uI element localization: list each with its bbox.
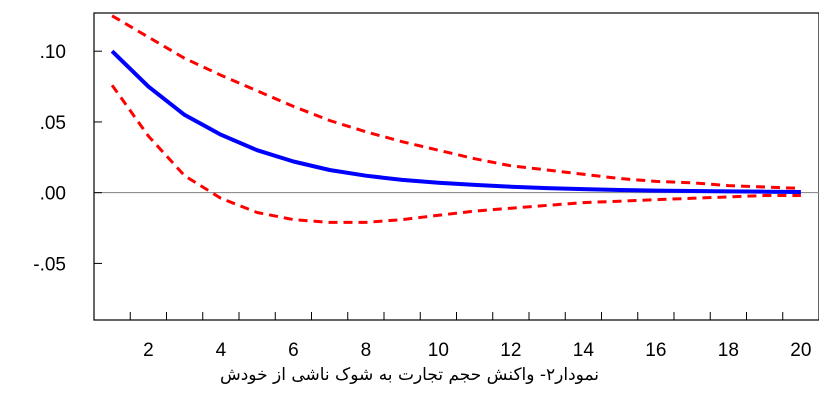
x-tick-label: 2 — [143, 340, 154, 361]
x-tick-label: 4 — [216, 340, 227, 361]
y-tick-label: -.05 — [33, 254, 66, 275]
chart-caption: نمودار۲- واکنش حجم تجارت به شوک ناشی از … — [219, 365, 600, 385]
x-tick-label: 10 — [428, 340, 449, 361]
y-tick-label: .05 — [40, 113, 66, 134]
series-line-upper-band — [111, 14, 801, 190]
x-tick-label: 6 — [288, 340, 299, 361]
x-tick-label: 12 — [500, 340, 521, 361]
x-tick-label: 20 — [790, 340, 811, 361]
x-tick-label: 16 — [645, 340, 666, 361]
y-axis: .10 .05 .00 -.05 — [33, 42, 102, 275]
series-layer — [110, 14, 801, 224]
series-line-lower-band — [110, 84, 801, 224]
x-tick-label: 8 — [361, 340, 372, 361]
series-line-response — [110, 49, 801, 194]
impulse-response-chart: .10 .05 .00 -.05 2 4 6 8 10 12 14 16 18 20 — [33, 12, 819, 361]
x-tick-label: 18 — [718, 340, 739, 361]
x-tick-label: 14 — [573, 340, 595, 361]
y-tick-label: .10 — [40, 42, 66, 63]
x-axis: 2 4 6 8 10 12 14 16 18 20 — [129, 312, 811, 361]
plot-frame — [93, 12, 819, 321]
y-tick-label: .00 — [40, 184, 66, 205]
